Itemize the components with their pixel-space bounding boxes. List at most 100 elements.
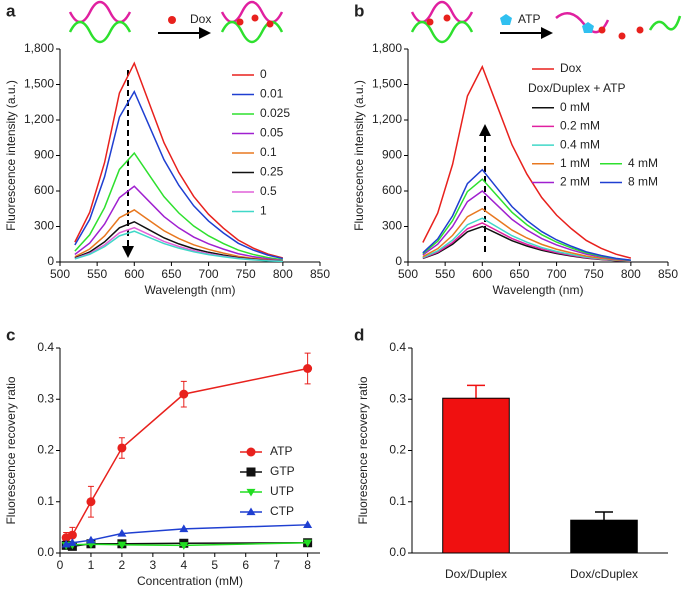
x-tick-label: 750 <box>584 267 604 281</box>
series-line <box>74 209 283 262</box>
dna-icons-b <box>410 0 682 44</box>
legend-marker <box>246 447 256 457</box>
marker <box>86 497 96 507</box>
y-tick-label: 1,800 <box>24 41 54 55</box>
legend-marker <box>246 467 256 477</box>
x-tick-label: 800 <box>621 267 641 281</box>
x-tick-label: 700 <box>199 267 219 281</box>
series-line <box>74 230 283 263</box>
y-axis-title: Fluorescence recovery ratio <box>356 376 370 524</box>
x-tick-label: 850 <box>310 267 330 281</box>
marker <box>67 530 77 540</box>
legend-label: ATP <box>270 444 292 458</box>
x-tick-label: 3 <box>150 558 157 572</box>
x-tick-label: 650 <box>509 267 529 281</box>
error-bar <box>467 384 485 399</box>
series-line <box>422 178 631 262</box>
legend-label: 0.4 mM <box>560 137 600 151</box>
legend-label: 0.2 mM <box>560 119 600 133</box>
panel-label: b <box>354 1 364 20</box>
annotation: ATP <box>518 12 540 26</box>
x-tick-label: 500 <box>50 267 70 281</box>
series-line <box>422 168 631 261</box>
y-axis-title: Fluorescence recovery ratio <box>4 376 18 524</box>
y-tick-label: 0.1 <box>389 494 406 508</box>
legend-marker <box>246 488 256 497</box>
y-tick-label: 0.3 <box>37 391 54 405</box>
y-tick-label: 1,500 <box>372 77 402 91</box>
legend-label: 0.1 <box>260 145 277 159</box>
dna-icons-a <box>68 0 284 44</box>
legend-label: 1 <box>260 204 267 218</box>
legend-label: 0.01 <box>260 87 284 101</box>
legend-label: 0.5 <box>260 184 277 198</box>
x-tick-label: 0 <box>57 558 64 572</box>
y-tick-label: 1,200 <box>372 112 402 126</box>
x-tick-label: 750 <box>236 267 256 281</box>
panel-label: a <box>6 1 16 20</box>
marker <box>117 529 127 537</box>
y-tick-label: 0.2 <box>37 443 54 457</box>
y-tick-label: 600 <box>34 183 54 197</box>
x-tick-label: 550 <box>87 267 107 281</box>
x-tick-label: 600 <box>472 267 492 281</box>
y-tick-label: 900 <box>34 148 54 162</box>
marker <box>86 535 96 544</box>
y-tick-label: 900 <box>382 148 402 162</box>
x-tick-label: 800 <box>273 267 293 281</box>
y-tick-label: 1,500 <box>24 77 54 91</box>
legend-label: 1 mM <box>560 156 590 170</box>
legend-label: 0.025 <box>260 106 290 120</box>
x-tick-label: 5 <box>211 558 218 572</box>
legend-label: 2 mM <box>560 175 590 189</box>
series-line <box>74 151 283 261</box>
legend-title: Dox/Duplex + ATP <box>528 81 626 95</box>
x-tick-label: 550 <box>435 267 455 281</box>
y-tick-label: 0.0 <box>389 545 406 559</box>
series-line <box>74 61 284 259</box>
series-line <box>422 217 631 262</box>
marker <box>303 520 313 528</box>
legend-label: 0 <box>260 67 267 81</box>
legend-label: 0 mM <box>560 100 590 114</box>
series-line <box>74 89 284 260</box>
x-tick-label: 8 <box>304 558 311 572</box>
marker <box>179 542 189 550</box>
y-axis-title: Fluorescence intensity (a.u.) <box>352 80 366 231</box>
marker <box>117 443 127 453</box>
marker <box>179 389 189 399</box>
x-tick-label: 850 <box>658 267 678 281</box>
x-tick-label: 4 <box>180 558 187 572</box>
annotation: Dox <box>190 12 211 26</box>
x-tick-label: 500 <box>398 267 418 281</box>
x-tick-label: 7 <box>273 558 280 572</box>
y-tick-label: 0.1 <box>37 494 54 508</box>
series-line <box>74 185 283 262</box>
y-tick-label: 0.4 <box>37 340 54 354</box>
series-line <box>422 207 631 262</box>
y-tick-label: 0 <box>395 254 402 268</box>
x-tick-label: 6 <box>242 558 249 572</box>
y-tick-label: 600 <box>382 183 402 197</box>
marker <box>303 539 313 548</box>
legend-marker <box>246 507 256 516</box>
bar <box>442 397 510 554</box>
legend-label: UTP <box>270 484 294 498</box>
y-tick-label: 0 <box>47 254 54 268</box>
x-tick-label: 700 <box>547 267 567 281</box>
legend-label: 0.25 <box>260 165 284 179</box>
legend-label: 8 mM <box>628 175 658 189</box>
y-tick-label: 0.4 <box>389 340 406 354</box>
marker <box>117 541 127 550</box>
bar <box>570 519 638 554</box>
x-tick-label: 600 <box>124 267 144 281</box>
y-tick-label: 0.0 <box>37 545 54 559</box>
marker <box>179 524 189 533</box>
legend-label: GTP <box>270 464 295 478</box>
y-axis-title: Fluorescence intensity (a.u.) <box>4 80 18 231</box>
x-tick-label: 650 <box>161 267 181 281</box>
x-tick-label: Dox/cDuplex <box>570 567 638 581</box>
panel-label: c <box>6 325 15 344</box>
y-tick-label: 0.2 <box>389 443 406 457</box>
